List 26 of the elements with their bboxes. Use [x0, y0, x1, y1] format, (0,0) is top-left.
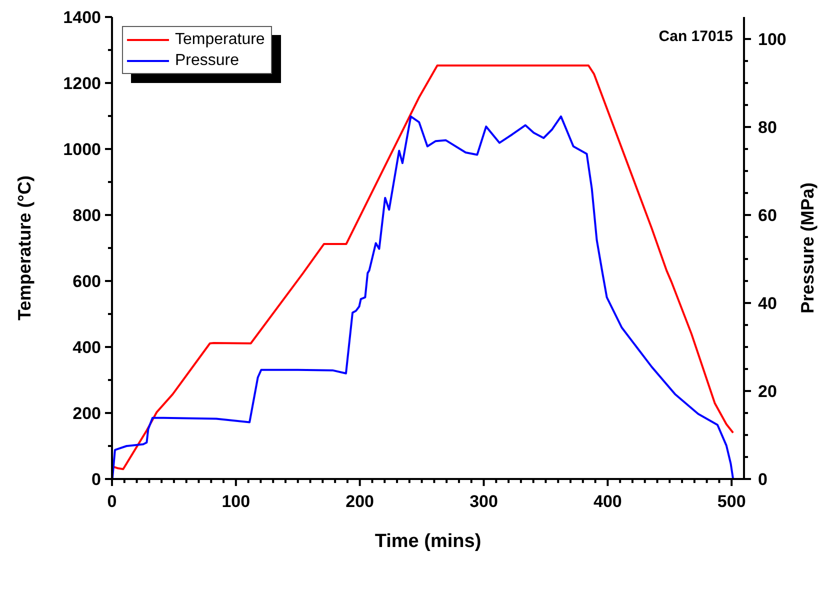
x-tick-label: 500 [717, 492, 746, 511]
y-axis-title: Temperature (°C) [14, 176, 34, 320]
y2-tick-label: 80 [758, 118, 777, 137]
x-tick-label: 0 [107, 492, 117, 511]
y-tick-label: 1400 [63, 8, 101, 27]
x-axis-title: Time (mins) [374, 531, 482, 552]
y2-tick-label: 40 [758, 294, 777, 313]
x-tick-label: 100 [222, 492, 250, 511]
y2-tick-label: 60 [758, 206, 777, 225]
y-tick-label: 600 [72, 272, 101, 291]
x-tick-label: 200 [346, 492, 374, 511]
y-tick-label: 800 [72, 206, 101, 225]
x-tick-label: 400 [594, 492, 622, 511]
y2-tick-label: 0 [758, 470, 768, 489]
y2-tick-label: 20 [758, 382, 777, 401]
y2-axis-title: Pressure (MPa) [797, 182, 818, 314]
y2-tick-label: 100 [758, 30, 786, 49]
legend-label: Temperature [175, 30, 265, 48]
legend-label: Pressure [175, 52, 240, 70]
x-tick-label: 300 [470, 492, 498, 511]
y-tick-label: 0 [92, 470, 101, 489]
y-tick-label: 1000 [63, 140, 101, 159]
y-tick-label: 200 [72, 404, 101, 423]
y-tick-label: 400 [72, 338, 101, 357]
annotation: Can 17015 [658, 28, 733, 45]
y-tick-label: 1200 [63, 74, 101, 93]
